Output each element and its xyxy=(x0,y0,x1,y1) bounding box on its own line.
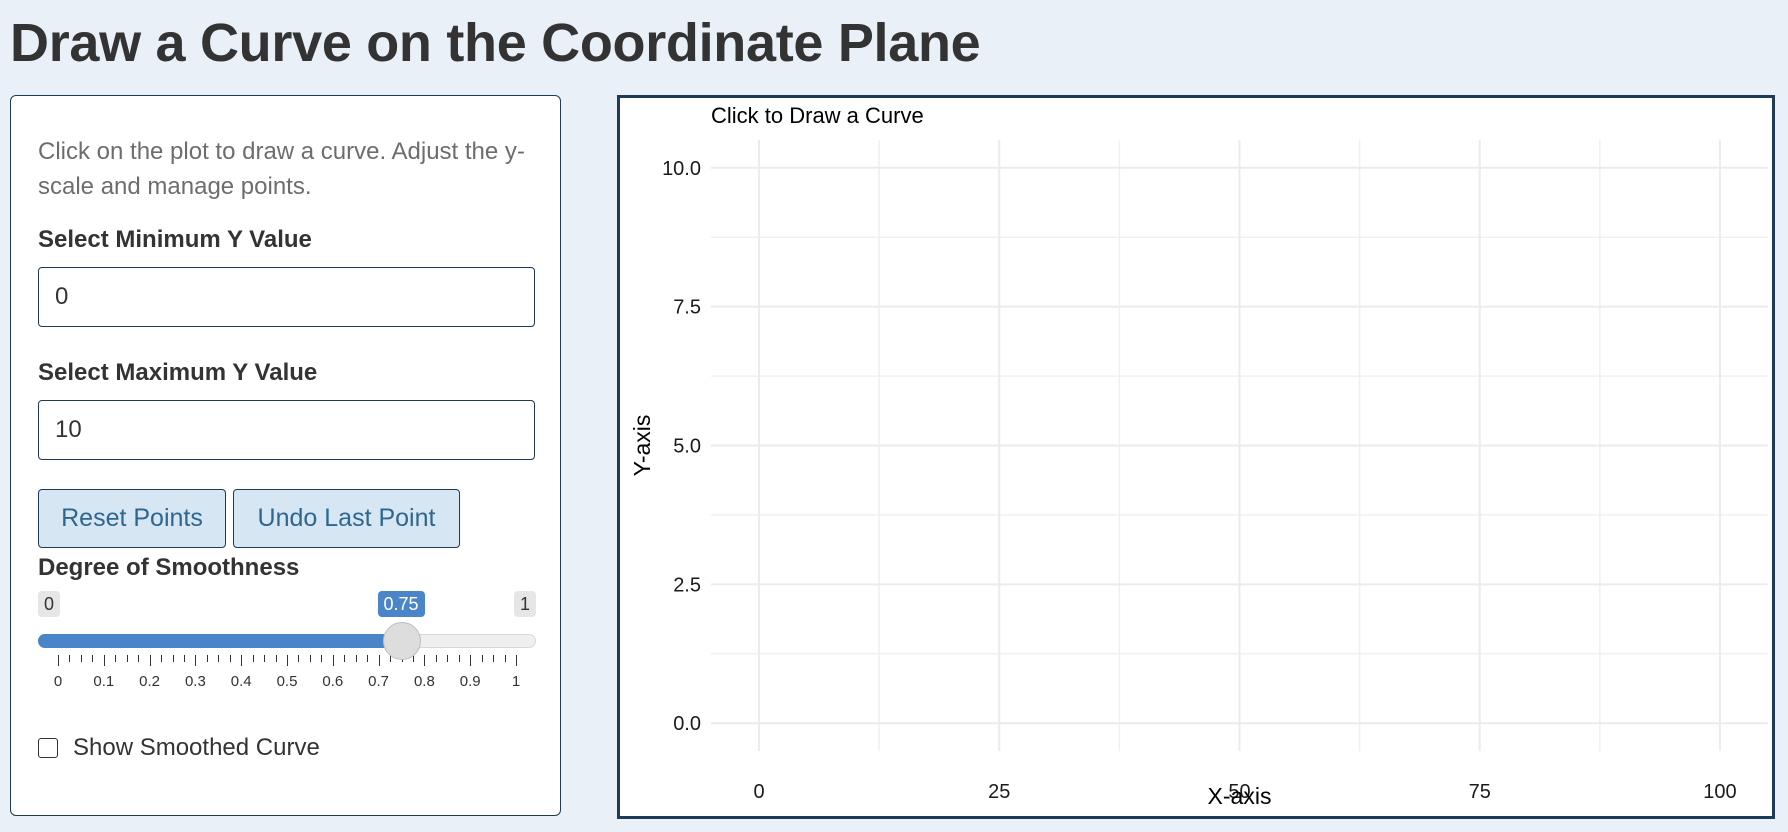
min-y-input[interactable] xyxy=(38,267,535,327)
y-tick-label: 2.5 xyxy=(673,574,701,596)
slider-handle[interactable] xyxy=(382,622,421,660)
slider-minor-tick xyxy=(115,655,117,662)
slider-minor-tick xyxy=(493,655,495,662)
slider-tick-label: 0.2 xyxy=(139,673,161,690)
sidebar-panel: Click on the plot to draw a curve. Adjus… xyxy=(10,95,561,816)
slider-minor-tick xyxy=(435,655,437,662)
slider-minor-tick xyxy=(309,655,311,662)
slider-minor-tick xyxy=(264,655,266,662)
slider-tick-label: 0.9 xyxy=(459,673,481,690)
y-tick-label: 0.0 xyxy=(673,713,701,735)
slider-major-tick xyxy=(103,655,105,666)
slider-tick-label: 0 xyxy=(53,673,63,690)
x-tick-label: 100 xyxy=(1703,781,1736,803)
show-smoothed-checkbox[interactable] xyxy=(38,738,58,758)
slider-minor-tick xyxy=(390,655,392,662)
slider-tick-label: 0.1 xyxy=(93,673,115,690)
slider-value-label: 0.75 xyxy=(377,591,425,617)
slider-minor-tick xyxy=(481,655,483,662)
x-tick-label: 0 xyxy=(753,781,764,803)
y-tick-label: 7.5 xyxy=(673,297,701,319)
slider-major-tick xyxy=(378,655,380,666)
chart-title: Click to Draw a Curve xyxy=(711,103,924,128)
undo-last-point-button[interactable]: Undo Last Point xyxy=(233,489,460,548)
slider-minor-tick xyxy=(126,655,128,662)
slider-tick-label: 0.8 xyxy=(413,673,435,690)
slider-minor-tick xyxy=(218,655,220,662)
slider-minor-tick xyxy=(138,655,140,662)
y-tick-label: 10.0 xyxy=(662,158,701,180)
slider-minor-tick xyxy=(458,655,460,662)
x-tick-label: 50 xyxy=(1228,781,1250,803)
show-smoothed-label: Show Smoothed Curve xyxy=(73,734,320,761)
slider-major-tick xyxy=(424,655,426,666)
slider-minor-tick xyxy=(183,655,185,662)
slider-minor-tick xyxy=(321,655,323,662)
slider-tick-label: 1 xyxy=(511,673,521,690)
slider-minor-tick xyxy=(504,655,506,662)
slider-major-tick xyxy=(149,655,151,666)
y-axis-label: Y-axis xyxy=(629,415,655,477)
slider-minor-tick xyxy=(229,655,231,662)
slider-tick-label: 0.5 xyxy=(276,673,298,690)
slider-minor-tick xyxy=(80,655,82,662)
slider-minor-tick xyxy=(367,655,369,662)
slider-minor-tick xyxy=(447,655,449,662)
plot-canvas[interactable]: 0 25 50 75 100 0.0 2.5 5.0 7.5 10.0 Click to Draw … xyxy=(620,98,1772,816)
slider-major-tick xyxy=(58,655,59,666)
x-tick-label: 75 xyxy=(1469,781,1491,803)
slider-max-label: 1 xyxy=(513,591,536,617)
slider-major-tick xyxy=(241,655,243,666)
slider-minor-tick xyxy=(298,655,300,662)
slider-minor-tick xyxy=(252,655,254,662)
slider-major-tick xyxy=(470,655,472,666)
slider-minor-tick xyxy=(172,655,174,662)
show-smoothed-row[interactable]: Show Smoothed Curve xyxy=(38,734,320,762)
slider-major-tick xyxy=(287,655,288,666)
max-y-input[interactable] xyxy=(38,400,535,460)
page-title: Draw a Curve on the Coordinate Plane xyxy=(10,13,981,73)
slider-tick-label: 0.6 xyxy=(322,673,344,690)
slider-minor-tick xyxy=(69,655,71,662)
slider-minor-tick xyxy=(344,655,346,662)
slider-minor-tick xyxy=(275,655,277,662)
smoothness-label: Degree of Smoothness xyxy=(38,554,300,581)
slider-min-label: 0 xyxy=(38,591,61,617)
smoothness-slider[interactable]: 0 1 0.75 0 0.1 0.2 0.3 0.4 0.5 0.6 0.7 0.8 0.9 1 xyxy=(38,591,536,701)
slider-minor-tick xyxy=(161,655,163,662)
slider-minor-tick xyxy=(206,655,208,662)
y-tick-label: 5.0 xyxy=(673,436,701,458)
reset-points-button[interactable]: Reset Points xyxy=(38,489,226,548)
slider-major-tick xyxy=(195,655,197,666)
slider-minor-tick xyxy=(355,655,357,662)
slider-major-tick xyxy=(516,655,517,666)
slider-tick-label: 0.3 xyxy=(184,673,206,690)
slider-minor-tick xyxy=(412,655,414,662)
x-axis-label: X-axis xyxy=(1208,783,1272,809)
x-tick-label: 25 xyxy=(988,781,1010,803)
max-y-label: Select Maximum Y Value xyxy=(38,359,318,386)
slider-fill xyxy=(38,634,402,648)
help-text: Click on the plot to draw a curve. Adjus… xyxy=(38,138,525,200)
slider-tick-label: 0.7 xyxy=(368,673,390,690)
plot-panel[interactable]: 0 25 50 75 100 0.0 2.5 5.0 7.5 10.0 Click to Draw … xyxy=(617,95,1775,819)
slider-minor-tick xyxy=(92,655,94,662)
min-y-label: Select Minimum Y Value xyxy=(38,226,312,253)
slider-major-tick xyxy=(332,655,334,666)
slider-tick-label: 0.4 xyxy=(230,673,252,690)
